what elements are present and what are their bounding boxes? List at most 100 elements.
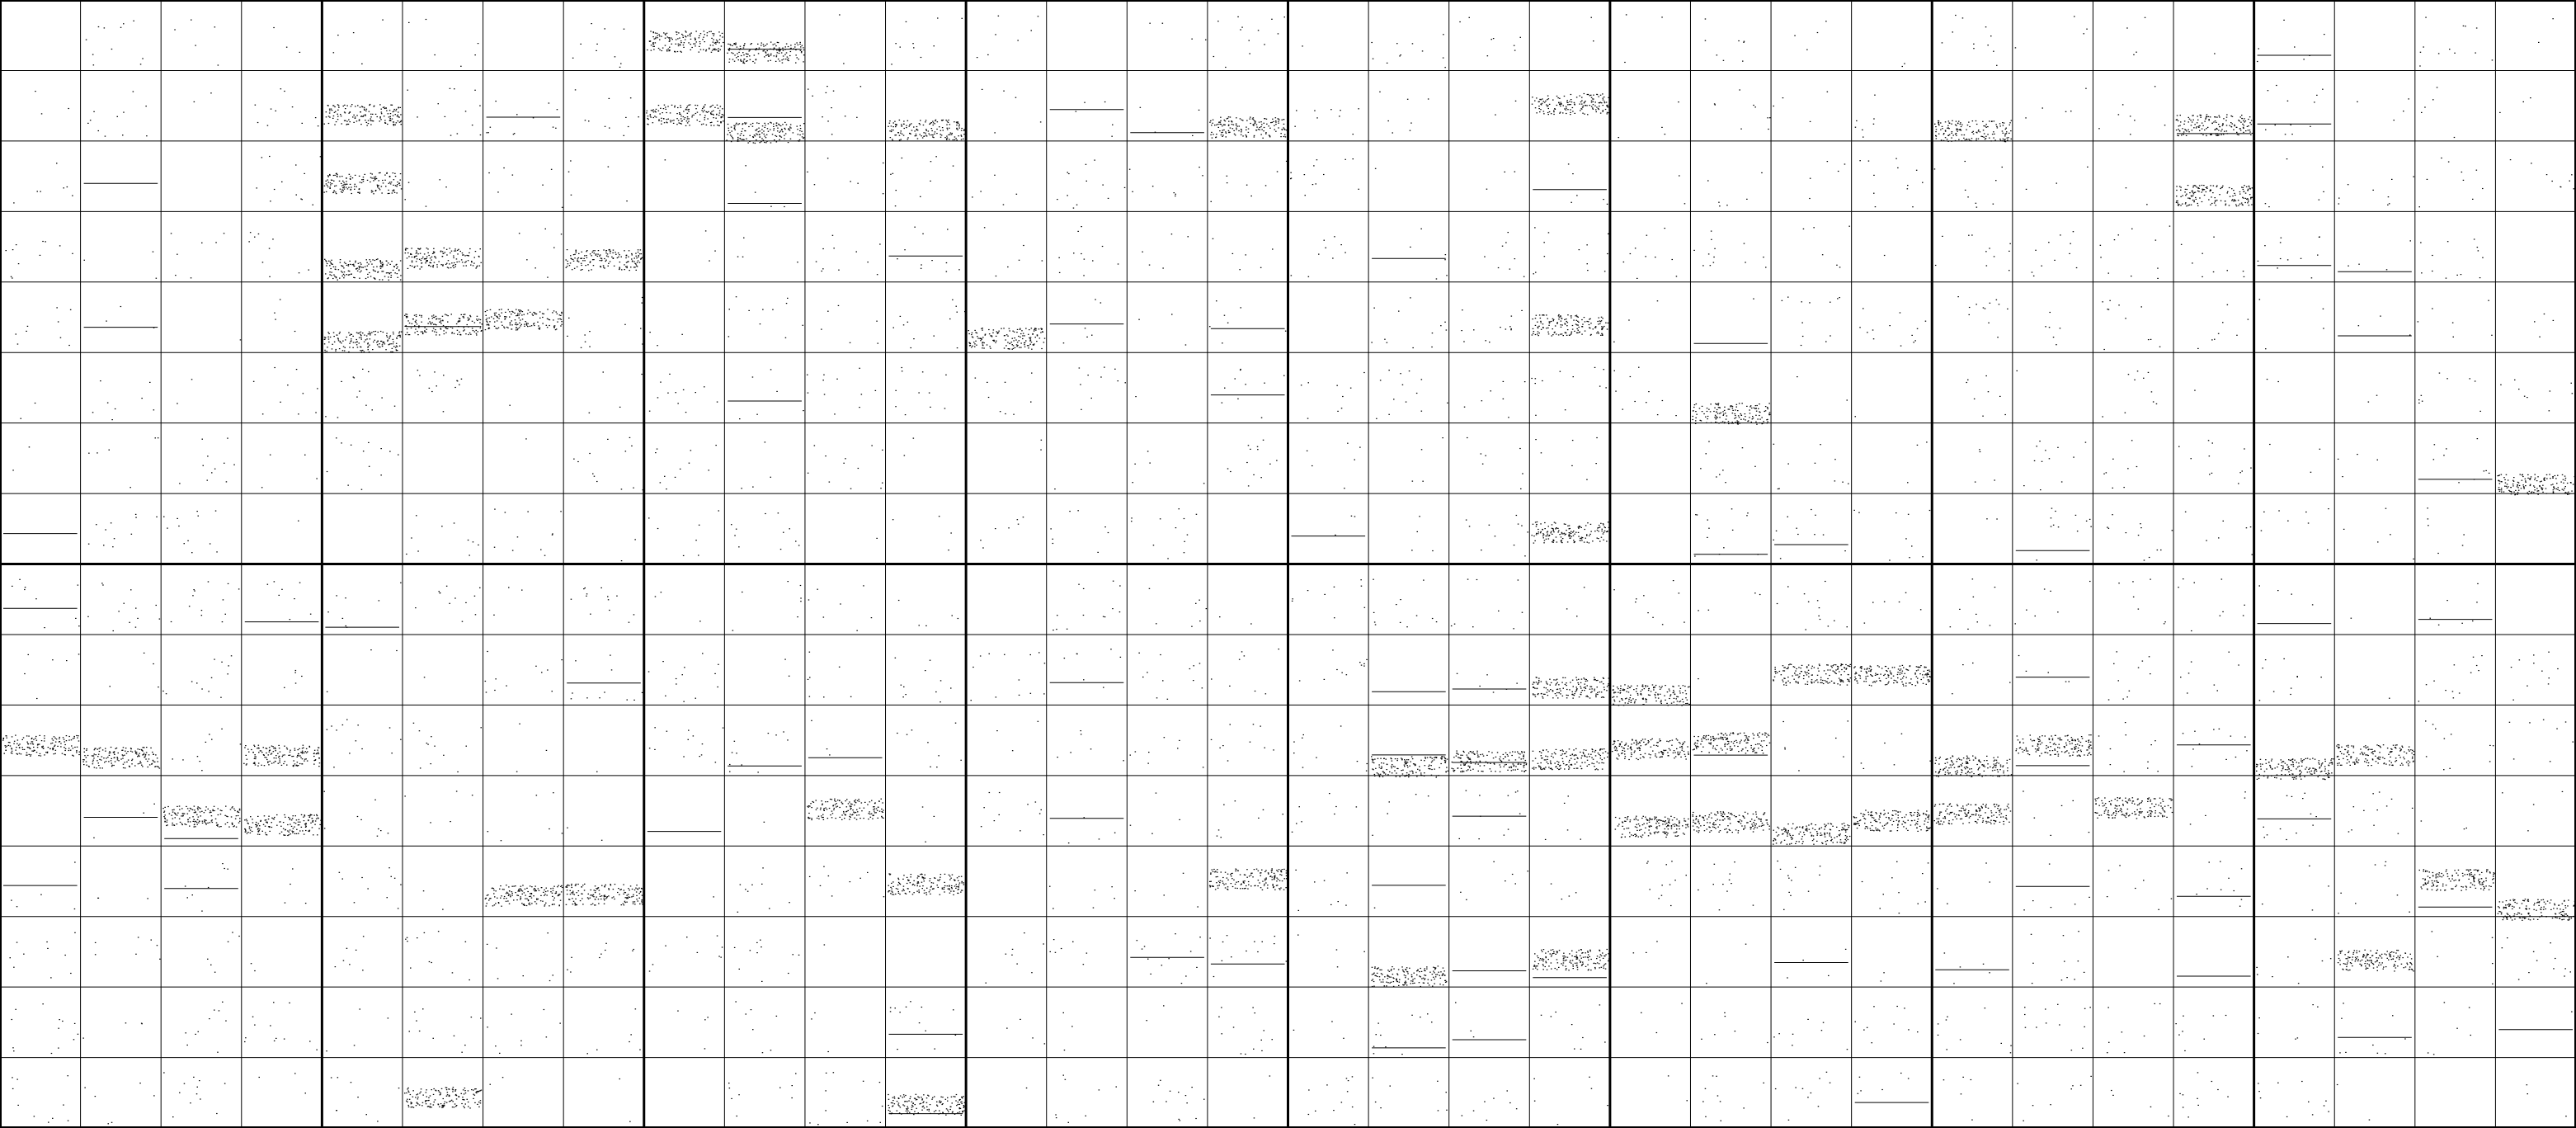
data-point: [1008, 348, 1010, 350]
data-point: [831, 107, 832, 109]
data-point: [766, 128, 769, 130]
data-point: [530, 325, 533, 327]
data-point: [1461, 330, 1462, 332]
data-point: [1587, 114, 1589, 116]
data-point: [1721, 421, 1724, 422]
data-point: [585, 265, 586, 267]
data-point: [1054, 488, 1056, 490]
data-point: [1708, 441, 1710, 442]
data-point: [1016, 346, 1018, 347]
data-point: [1543, 256, 1546, 257]
data-point: [1323, 239, 1325, 241]
data-point: [418, 248, 421, 250]
data-point: [1432, 550, 1434, 552]
data-point: [2462, 179, 2465, 181]
data-point: [1867, 160, 1870, 162]
data-point: [2244, 192, 2247, 194]
data-point: [972, 345, 973, 347]
data-point: [723, 41, 724, 44]
data-point: [693, 114, 695, 116]
data-point: [2204, 120, 2206, 122]
data-point: [177, 403, 178, 404]
data-point: [333, 274, 335, 276]
data-point: [691, 115, 694, 116]
data-point: [473, 331, 476, 333]
data-point: [1600, 316, 1603, 318]
data-point: [1725, 482, 1726, 484]
data-point: [1410, 246, 1411, 248]
data-point: [227, 437, 228, 439]
data-point: [2499, 111, 2501, 113]
data-point: [2007, 139, 2009, 141]
data-point: [1947, 127, 1949, 129]
data-point: [940, 130, 942, 131]
data-point: [1597, 107, 1599, 109]
data-point: [418, 327, 420, 328]
data-point: [393, 124, 395, 125]
data-point: [197, 515, 199, 517]
data-point: [380, 119, 382, 120]
data-point: [761, 141, 762, 143]
data-point: [779, 139, 780, 140]
data-point: [2432, 254, 2433, 257]
data-point: [1731, 406, 1734, 408]
data-point: [497, 317, 498, 319]
data-point: [676, 124, 678, 125]
data-point: [2573, 188, 2574, 190]
data-point: [179, 483, 181, 484]
data-point: [895, 190, 897, 191]
data-point: [1942, 128, 1943, 130]
data-point: [803, 410, 804, 412]
data-point: [586, 251, 587, 253]
data-point: [658, 120, 660, 121]
data-point: [1558, 316, 1561, 318]
data-point: [374, 330, 377, 333]
data-point: [363, 115, 365, 116]
data-point: [416, 515, 417, 517]
data-point: [682, 36, 684, 38]
data-point: [415, 315, 417, 318]
data-point: [1290, 178, 1292, 180]
data-point: [532, 314, 534, 316]
data-point: [388, 276, 389, 278]
data-point: [389, 183, 392, 185]
data-point: [1723, 409, 1726, 411]
data-point: [796, 125, 798, 127]
data-point: [440, 250, 442, 252]
data-point: [380, 111, 383, 113]
data-point: [1987, 391, 1990, 393]
data-point: [1809, 120, 1811, 122]
data-point: [1558, 101, 1560, 103]
data-point: [777, 42, 779, 44]
data-point: [1263, 122, 1264, 124]
data-point: [784, 135, 785, 136]
data-point: [636, 262, 638, 263]
data-point: [742, 124, 743, 125]
data-point: [342, 346, 345, 347]
data-point: [389, 272, 390, 274]
data-point: [40, 113, 43, 115]
data-point: [1235, 123, 1237, 125]
data-point: [695, 104, 696, 106]
data-point: [628, 261, 629, 262]
data-point: [1743, 41, 1745, 43]
data-point: [1701, 405, 1703, 407]
data-point: [441, 251, 444, 253]
data-point: [1256, 446, 1259, 447]
data-point: [366, 265, 369, 267]
data-point: [2220, 187, 2221, 190]
data-point: [1209, 326, 1211, 328]
data-point: [1570, 99, 1572, 101]
data-point: [1586, 244, 1588, 246]
data-point: [938, 516, 940, 517]
data-point: [1245, 254, 1246, 256]
data-point: [1533, 331, 1535, 333]
data-point: [958, 135, 959, 137]
data-point: [400, 121, 402, 123]
data-point: [1029, 338, 1031, 340]
data-point: [683, 42, 685, 44]
data-point: [2421, 272, 2423, 274]
data-point: [936, 128, 938, 130]
data-point: [26, 330, 27, 332]
data-point: [362, 181, 365, 182]
